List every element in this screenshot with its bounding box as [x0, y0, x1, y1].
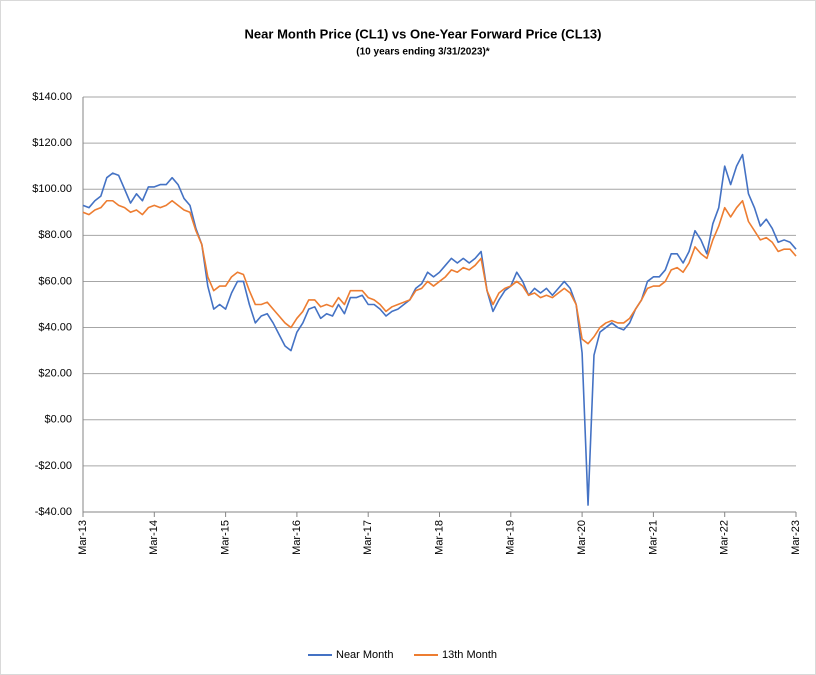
y-tick-label: $100.00: [32, 183, 72, 195]
x-tick-label: Mar-16: [291, 520, 303, 555]
y-tick-label: $20.00: [38, 368, 72, 380]
y-tick-label: $0.00: [44, 414, 72, 426]
chart-title: Near Month Price (CL1) vs One-Year Forwa…: [245, 26, 602, 41]
y-tick-label: $140.00: [32, 91, 72, 103]
y-tick-label: $80.00: [38, 229, 72, 241]
x-tick-label: Mar-19: [505, 520, 517, 555]
x-tick-label: Mar-14: [148, 520, 160, 555]
y-tick-label: $120.00: [32, 137, 72, 149]
x-tick-label: Mar-23: [790, 520, 802, 555]
y-tick-label: $40.00: [38, 321, 72, 333]
x-tick-label: Mar-15: [220, 520, 232, 555]
legend-label: 13th Month: [442, 649, 497, 661]
y-tick-label: -$40.00: [35, 506, 72, 518]
x-tick-label: Mar-13: [77, 520, 89, 555]
x-tick-label: Mar-18: [433, 520, 445, 555]
y-tick-label: $60.00: [38, 275, 72, 287]
x-tick-label: Mar-20: [576, 520, 588, 555]
y-tick-label: -$20.00: [35, 460, 72, 472]
x-tick-label: Mar-21: [647, 520, 659, 555]
x-tick-label: Mar-17: [362, 520, 374, 555]
x-tick-label: Mar-22: [719, 520, 731, 555]
series-line: [82, 199, 797, 345]
chart-subtitle: (10 years ending 3/31/2023)*: [356, 47, 490, 58]
legend-label: Near Month: [336, 649, 393, 661]
